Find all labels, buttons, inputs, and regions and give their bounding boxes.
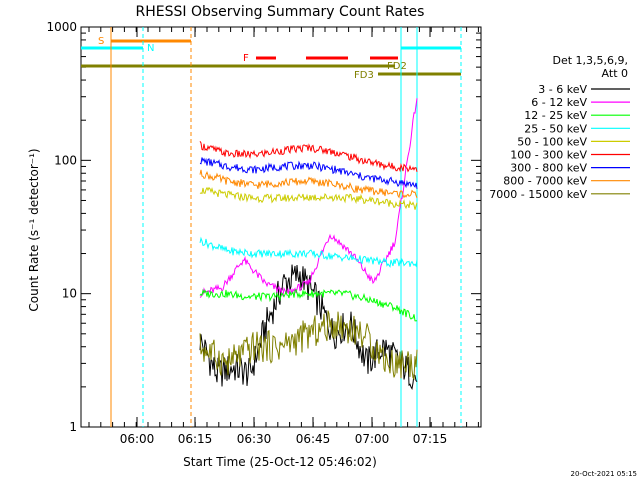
- s-label: S: [98, 36, 104, 47]
- series-line-6: [199, 157, 418, 189]
- n-label: N: [147, 43, 154, 54]
- series-line-2: [199, 288, 418, 322]
- series-line-1: [199, 98, 418, 298]
- chart-title: RHESSI Observing Summary Count Rates: [136, 4, 425, 20]
- y-tick-label: 1000: [46, 20, 77, 34]
- x-tick-label: 07:00: [355, 432, 390, 446]
- series-line-7: [199, 169, 418, 199]
- y-tick-label: 10: [62, 287, 77, 301]
- x-tick-label: 06:00: [120, 432, 155, 446]
- series-line-5: [199, 141, 418, 173]
- y-tick-label: 1: [69, 420, 77, 434]
- legend-label: 300 - 800 keV: [510, 162, 587, 175]
- x-tick-label: 07:15: [413, 432, 448, 446]
- series-line-0: [199, 264, 418, 390]
- legend-label: 800 - 7000 keV: [503, 175, 587, 188]
- legend-label: 3 - 6 keV: [538, 83, 587, 96]
- legend-label: 25 - 50 keV: [524, 122, 587, 135]
- footer-date: 20-Oct-2021 05:15: [571, 470, 637, 478]
- fd3-label: FD3: [354, 70, 374, 81]
- legend-header-line1: Det 1,3,5,6,9,: [552, 54, 628, 67]
- series-line-4: [199, 186, 418, 210]
- legend-label: 50 - 100 keV: [517, 135, 587, 148]
- legend-label: 6 - 12 keV: [531, 96, 587, 109]
- x-axis-label: Start Time (25-Oct-12 05:46:02): [183, 455, 377, 469]
- x-tick-label: 06:30: [237, 432, 272, 446]
- legend-header-line2: Att 0: [602, 67, 628, 80]
- series-line-8: [199, 310, 418, 381]
- legend-label: 100 - 300 keV: [510, 149, 587, 162]
- y-tick-label: 100: [54, 153, 77, 167]
- x-tick-label: 06:15: [178, 432, 213, 446]
- legend-label: 7000 - 15000 keV: [489, 188, 587, 201]
- legend-label: 12 - 25 keV: [524, 109, 587, 122]
- plot-frame: [80, 26, 482, 428]
- y-axis-label: Count Rate (s⁻¹ detector⁻¹): [27, 148, 41, 311]
- fd2-label: FD2: [387, 61, 407, 72]
- x-tick-label: 06:45: [296, 432, 331, 446]
- series-line-3: [199, 236, 418, 268]
- f-label: F: [243, 53, 249, 64]
